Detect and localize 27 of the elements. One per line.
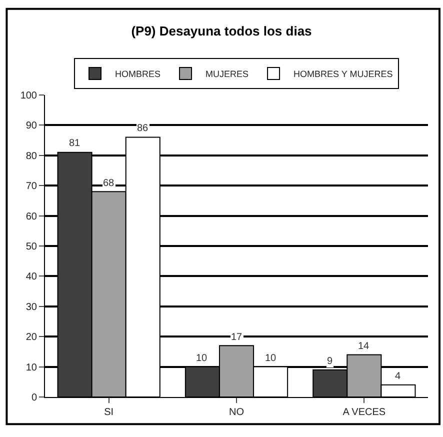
- y-tick-label: 30: [26, 302, 38, 313]
- data-label: 68: [103, 178, 115, 189]
- data-label: 10: [265, 353, 277, 364]
- data-label: 4: [395, 371, 401, 382]
- data-label: 14: [358, 341, 370, 352]
- y-tick-label: 70: [26, 181, 38, 192]
- x-tick-label: A VECES: [342, 407, 386, 418]
- y-tick-label: 50: [26, 242, 38, 252]
- data-label: 81: [69, 138, 81, 149]
- y-tick-label: 60: [26, 211, 38, 222]
- legend-label: MUJERES: [206, 68, 249, 79]
- y-tick-label: 0: [31, 392, 38, 404]
- y-tick-label: 20: [26, 332, 38, 344]
- chart-title: (P9) Desayuna todos los dias: [131, 23, 312, 38]
- legend-label: HOMBRES Y MUJERES: [294, 68, 393, 79]
- y-tick-label: 90: [26, 120, 38, 132]
- data-label: 10: [196, 353, 208, 364]
- legend-label: HOMBRES: [115, 68, 161, 79]
- y-tick-label: 80: [26, 150, 38, 162]
- data-label: 17: [231, 332, 243, 343]
- data-label: 86: [137, 123, 149, 134]
- y-tick-label: 40: [26, 272, 38, 283]
- y-tick-label: 100: [20, 90, 38, 102]
- y-tick-label: 10: [26, 362, 38, 374]
- x-tick-label: SI: [104, 407, 114, 418]
- x-tick-label: NO: [229, 407, 244, 418]
- data-label: 9: [327, 356, 333, 367]
